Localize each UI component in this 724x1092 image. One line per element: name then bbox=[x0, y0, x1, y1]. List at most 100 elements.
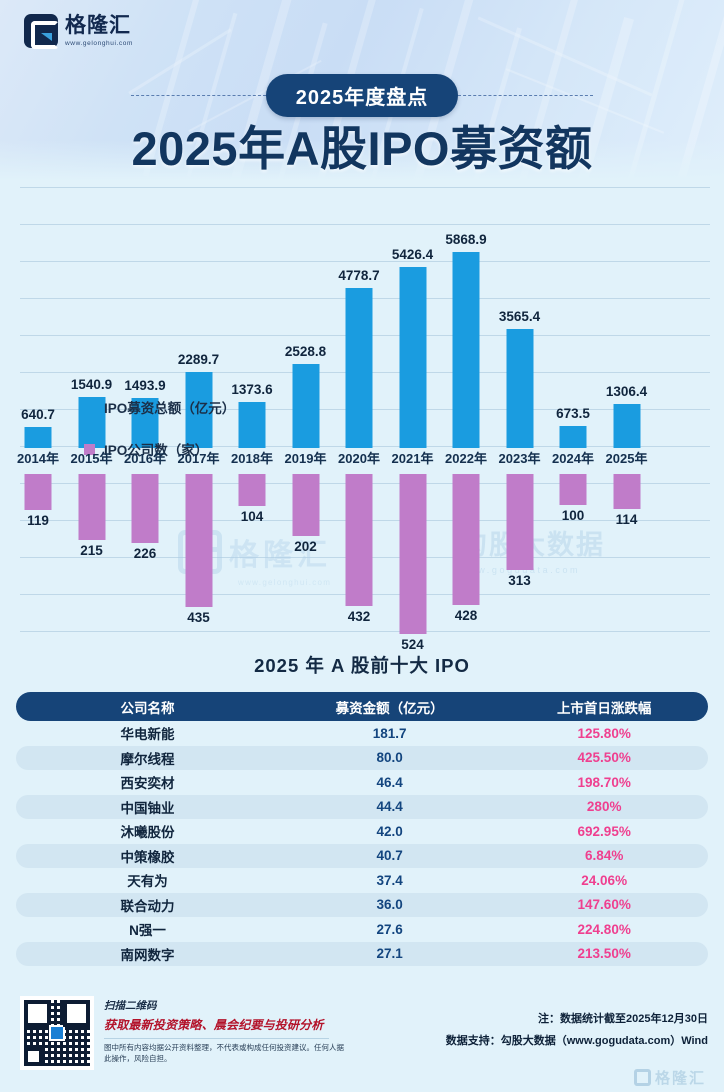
bar-amount bbox=[185, 371, 212, 448]
table-row: 摩尔线程 80.0 425.50% bbox=[16, 745, 708, 770]
bar-column-count: 215 bbox=[65, 474, 118, 674]
bar-amount bbox=[452, 252, 480, 448]
brand-url: www.gelonghui.com bbox=[65, 39, 134, 47]
bar-amount bbox=[345, 288, 373, 448]
bar-column-count: 114 bbox=[600, 474, 653, 674]
cell-change: 24.06% bbox=[581, 872, 628, 888]
bar-column-count: 435 bbox=[172, 474, 225, 674]
bar-column-amount: 3565.4 bbox=[493, 185, 546, 448]
cell-company-name: 华电新能 bbox=[120, 727, 175, 743]
bar-column-amount: 1373.6 bbox=[226, 185, 279, 448]
bar-column-count: 100 bbox=[547, 474, 600, 674]
bar-label-amount: 5868.9 bbox=[445, 232, 487, 247]
divider-left bbox=[130, 95, 266, 96]
cell-amount: 44.4 bbox=[376, 799, 403, 815]
x-axis-tick: 2023年 bbox=[498, 451, 541, 466]
data-note: 注：数据统计截至2025年12月30日 bbox=[538, 1013, 708, 1025]
bar-count bbox=[452, 474, 480, 605]
bar-label-amount: 2528.8 bbox=[284, 343, 327, 359]
bar-label-amount: 1306.4 bbox=[605, 384, 648, 400]
bar-count bbox=[131, 474, 159, 543]
footer-source: 注：数据统计截至2025年12月30日 数据支持：勾股大数据（www.gogud… bbox=[446, 1010, 708, 1048]
cell-amount: 42.0 bbox=[376, 823, 403, 839]
legend-swatch-purple-icon bbox=[84, 443, 95, 455]
x-axis-tick: 2025年 bbox=[605, 451, 648, 466]
bar-count bbox=[345, 474, 373, 606]
gelonghui-logo-icon bbox=[24, 14, 59, 49]
bar-column-count: 313 bbox=[493, 474, 546, 674]
bar-column-amount: 1306.4 bbox=[600, 185, 653, 448]
table-row: 中国铀业 44.4 280% bbox=[16, 794, 708, 819]
bar-count bbox=[185, 474, 212, 607]
bar-column-count: 524 bbox=[386, 474, 439, 674]
column-header-name: 公司名称 bbox=[120, 700, 175, 716]
bar-column-count: 119 bbox=[12, 474, 65, 674]
bar-label-count: 435 bbox=[187, 609, 210, 625]
footer: 扫描二维码 获取最新投资策略、晨会纪要与投研分析 图中所有内容均据公开资料整理，… bbox=[0, 984, 724, 1092]
x-axis-tick: 2020年 bbox=[338, 451, 380, 466]
bar-amount bbox=[613, 404, 640, 448]
bar-count bbox=[292, 474, 319, 536]
x-axis-tick: 2019年 bbox=[284, 451, 327, 466]
legend-swatch-blue-icon bbox=[84, 401, 95, 413]
footer-promo: 扫描二维码 获取最新投资策略、晨会纪要与投研分析 图中所有内容均据公开资料整理，… bbox=[104, 998, 344, 1065]
bar-amount bbox=[24, 426, 52, 448]
qr-code[interactable] bbox=[20, 996, 94, 1070]
bar-label-count: 524 bbox=[401, 637, 424, 652]
cell-change: 224.80% bbox=[577, 921, 631, 937]
legend-label-count: IPO公司数（家） bbox=[104, 443, 209, 458]
bar-label-amount: 640.7 bbox=[21, 406, 55, 422]
bar-column-count: 202 bbox=[279, 474, 332, 674]
cell-amount: 40.7 bbox=[376, 848, 403, 864]
bar-label-count: 432 bbox=[347, 608, 371, 624]
bar-count bbox=[506, 474, 533, 570]
bar-label-count: 215 bbox=[80, 542, 103, 558]
cell-amount: 181.7 bbox=[372, 725, 407, 741]
bar-amount bbox=[399, 266, 426, 448]
bar-count bbox=[78, 474, 105, 540]
bar-column-amount: 673.5 bbox=[547, 185, 600, 448]
bar-column-count: 226 bbox=[119, 474, 172, 674]
bar-column-amount: 5426.4 bbox=[386, 185, 439, 448]
bar-count bbox=[613, 474, 640, 509]
bar-label-amount: 1540.9 bbox=[70, 376, 113, 392]
bar-label-count: 104 bbox=[240, 508, 264, 524]
cell-company-name: 西安奕材 bbox=[120, 776, 175, 792]
legend-item-amount: IPO募资总额（亿元） bbox=[84, 397, 235, 417]
legend-label-amount: IPO募资总额（亿元） bbox=[104, 401, 236, 416]
bar-label-amount: 1373.6 bbox=[231, 382, 273, 398]
footer-watermark-text: 格隆汇 bbox=[654, 1070, 706, 1087]
page-title: 2025年A股IPO募资额 bbox=[131, 122, 593, 175]
hero-header: 格隆汇 www.gelonghui.com 2025年度盘点 2025年A股IP… bbox=[0, 0, 724, 185]
cell-company-name: 摩尔线程 bbox=[120, 751, 175, 767]
bar-count bbox=[24, 474, 52, 511]
bar-label-amount: 5426.4 bbox=[391, 246, 434, 262]
x-axis-tick: 2014年 bbox=[17, 451, 59, 466]
cell-company-name: N强一 bbox=[129, 923, 166, 939]
qr-code-icon bbox=[24, 1000, 90, 1066]
badge-row: 2025年度盘点 bbox=[0, 74, 724, 117]
bar-label-amount: 2289.7 bbox=[177, 351, 220, 367]
chart-legend: IPO募资总额（亿元） IPO公司数（家） bbox=[84, 397, 235, 481]
footer-divider bbox=[104, 1038, 329, 1039]
table-caption: 2025 年 A 股前十大 IPO bbox=[254, 655, 470, 676]
footer-watermark: 格隆汇 bbox=[633, 1067, 706, 1088]
bar-label-count: 313 bbox=[508, 572, 531, 588]
cell-change: 280% bbox=[586, 799, 622, 815]
bar-column-amount: 640.7 bbox=[12, 185, 65, 448]
year-review-badge: 2025年度盘点 bbox=[265, 74, 459, 117]
bar-column-amount: 2528.8 bbox=[279, 185, 332, 448]
brand-name: 格隆汇 bbox=[65, 14, 131, 38]
bar-label-amount: 1493.9 bbox=[124, 378, 166, 394]
bar-column-amount: 2289.7 bbox=[172, 185, 225, 448]
cell-company-name: 天有为 bbox=[127, 874, 168, 890]
cell-change: 692.95% bbox=[577, 823, 631, 839]
cell-change: 213.50% bbox=[577, 946, 631, 962]
bar-column-amount: 5868.9 bbox=[440, 185, 493, 448]
bar-amount bbox=[238, 402, 266, 448]
table-header-row: 公司名称 募资金额（亿元） 上市首日涨跌幅 bbox=[16, 692, 708, 721]
cell-amount: 46.4 bbox=[376, 774, 403, 790]
bar-column-count: 104 bbox=[226, 474, 279, 674]
cell-change: 425.50% bbox=[577, 750, 631, 766]
